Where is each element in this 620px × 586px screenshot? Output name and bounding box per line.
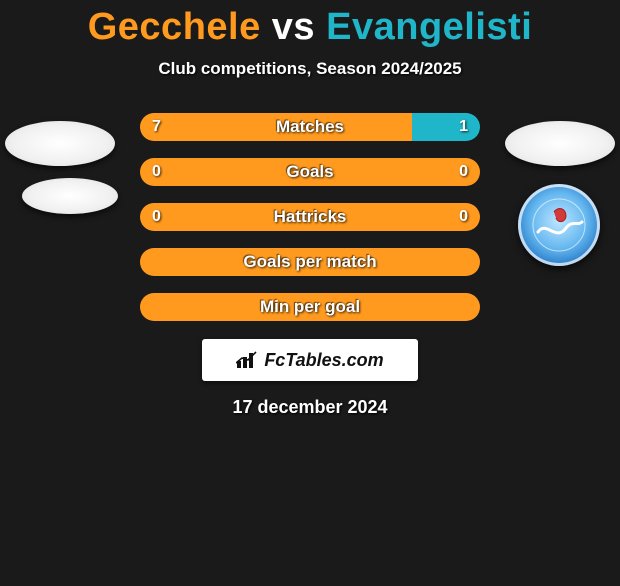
bar-segment-right xyxy=(412,113,480,141)
title-left: Gecchele xyxy=(88,6,261,48)
bar-segment-left xyxy=(140,293,480,321)
stat-row: Goals00 xyxy=(140,158,480,186)
brand-box[interactable]: FcTables.com xyxy=(202,339,418,381)
left-player-badge-2 xyxy=(22,178,118,214)
bar-chart-icon xyxy=(236,351,258,369)
title-mid: vs xyxy=(261,6,326,48)
stat-row: Hattricks00 xyxy=(140,203,480,231)
stat-row: Matches71 xyxy=(140,113,480,141)
page-title: Gecchele vs Evangelisti xyxy=(0,6,620,49)
brand-text: FcTables.com xyxy=(264,350,383,371)
left-player-badge-1 xyxy=(5,121,115,166)
date: 17 december 2024 xyxy=(0,397,620,418)
right-club-crest xyxy=(518,184,600,266)
bar-segment-left xyxy=(140,248,480,276)
bar-segment-left xyxy=(140,158,480,186)
title-right: Evangelisti xyxy=(326,6,532,48)
right-player-badge-1 xyxy=(505,121,615,166)
stat-row: Min per goal xyxy=(140,293,480,321)
bar-segment-left xyxy=(140,113,412,141)
bar-segment-left xyxy=(140,203,480,231)
crest-wave-icon xyxy=(532,198,586,252)
stat-row: Goals per match xyxy=(140,248,480,276)
subtitle: Club competitions, Season 2024/2025 xyxy=(0,59,620,79)
